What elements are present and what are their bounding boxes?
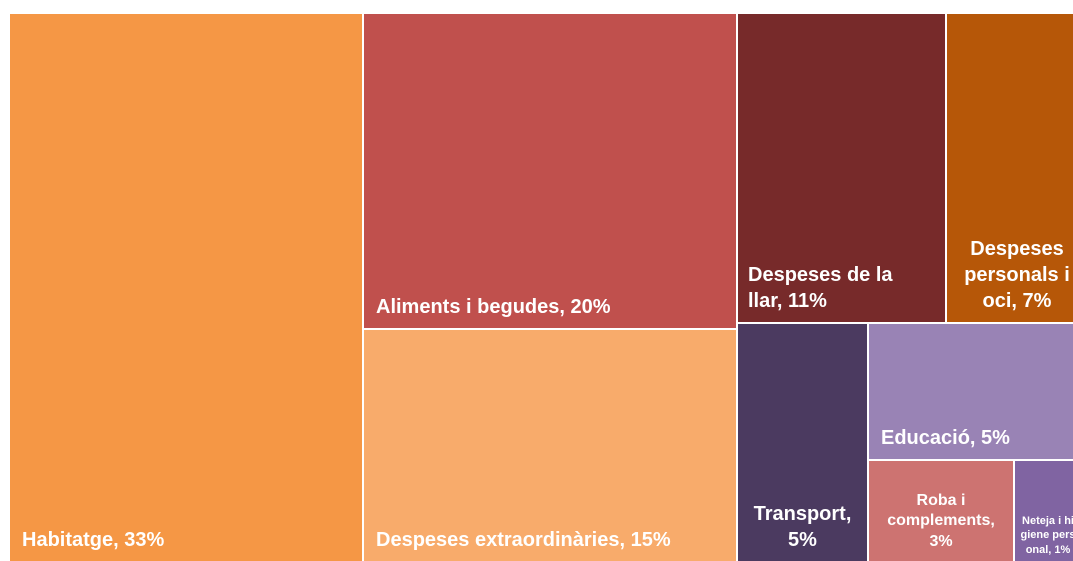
treemap-cell: Despeses extraordinàries, 15% (364, 330, 736, 561)
cell-label: Neteja i higiene personal, 1% (1020, 515, 1073, 556)
treemap-cell: Aliments i begudes, 20% (364, 14, 736, 328)
cell-label: Transport, 5% (753, 503, 852, 551)
cell-label: Despeses personals i oci, 7% (964, 238, 1070, 312)
treemap-cell: Habitatge, 33% (10, 14, 362, 561)
treemap-cell: Transport, 5% (738, 324, 867, 561)
cell-label: Aliments i begudes, 20% (376, 296, 611, 318)
cell-label: Despeses extraordinàries, 15% (376, 529, 671, 551)
treemap-cell: Roba i complements, 3% (869, 461, 1013, 561)
cell-label: Despeses de la llar, 11% (748, 264, 893, 312)
cell-label: Roba i complements, 3% (887, 491, 995, 551)
treemap-cell: Despeses de la llar, 11% (738, 14, 945, 322)
cell-label: Educació, 5% (881, 427, 1010, 449)
treemap-cell: Despeses personals i oci, 7% (947, 14, 1073, 322)
treemap-cell: Neteja i higiene personal, 1% (1015, 461, 1073, 561)
treemap-cell: Educació, 5% (869, 324, 1073, 459)
cell-label: Habitatge, 33% (22, 529, 165, 551)
